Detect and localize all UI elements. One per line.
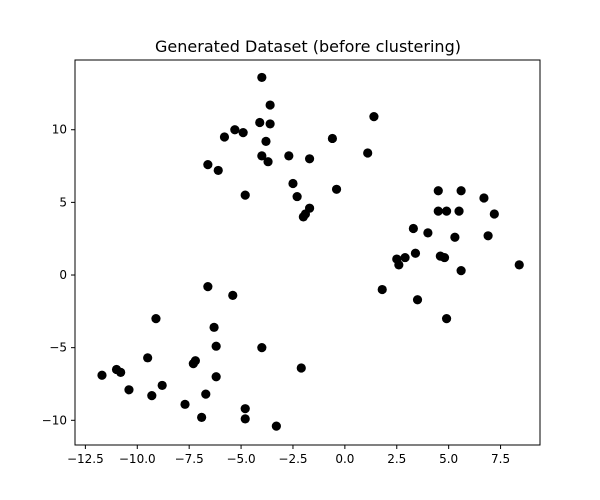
data-point [197,412,207,422]
data-point [240,404,250,414]
data-point [257,72,267,83]
data-point [180,399,190,409]
data-point [304,154,315,164]
data-point [408,223,418,234]
data-point [124,385,134,395]
x-tick-label: −12.5 [67,452,104,466]
y-tick-label: 0 [59,268,67,282]
data-point [257,343,267,353]
data-point [377,284,387,295]
data-point [441,314,452,324]
data-point [298,212,308,222]
data-point [456,266,466,276]
data-point [261,136,271,146]
data-point [331,184,342,194]
data-point [265,119,275,129]
x-tick-label: −10.0 [119,452,156,466]
data-point [412,295,423,305]
x-tick-label: −2.5 [278,452,307,466]
y-tick-label: 10 [52,123,67,137]
data-point [439,252,450,263]
data-point [157,380,167,391]
data-point [263,157,273,167]
points-layer [97,72,524,431]
data-point [292,191,302,202]
data-point [188,359,198,369]
data-point [211,341,221,351]
x-tick-label: −5.0 [227,452,256,466]
y-tick-label: 5 [59,195,67,209]
y-axis: −10 −5 0 5 10 [42,123,75,427]
data-point [327,133,338,144]
data-point [410,248,421,258]
data-point [271,421,281,431]
data-point [240,414,250,424]
data-point [147,391,157,401]
data-point [489,209,499,219]
data-point [483,231,493,241]
chart-title: Generated Dataset (before clustering) [155,37,461,56]
data-point [228,290,238,300]
data-point [209,322,219,332]
data-point [143,353,153,363]
data-point [296,363,306,373]
x-tick-label: 7.5 [491,452,510,466]
data-point [441,206,452,216]
x-axis: −12.5 −10.0 −7.5 −5.0 −2.5 0.0 2.5 5.0 7.5 [67,445,510,466]
data-point [369,112,379,122]
y-tick-label: −5 [49,341,67,355]
data-point [219,132,230,142]
data-point [433,206,443,216]
data-point [255,117,265,128]
data-point [423,228,433,238]
data-point [265,100,275,110]
data-point [456,186,466,196]
data-point [201,389,211,399]
x-tick-label: 2.5 [387,452,406,466]
data-point [203,160,213,170]
x-tick-label: 0.0 [335,452,354,466]
data-point [257,151,267,161]
data-point [203,282,213,292]
data-point [454,206,464,216]
plot-frame [74,59,541,446]
x-tick-label: −7.5 [175,452,204,466]
data-point [97,370,107,380]
data-point [230,125,240,135]
data-point [363,148,373,158]
data-point [400,252,410,263]
data-point [288,178,298,189]
data-point [238,128,248,138]
data-point [433,186,443,196]
data-point [211,372,221,382]
data-point [240,190,250,200]
data-point [450,232,460,242]
data-point [284,151,294,161]
data-point [151,314,161,324]
data-point [514,260,524,270]
data-point [213,165,223,176]
data-point [394,260,404,270]
y-tick-label: −10 [42,413,67,427]
data-point [479,193,489,203]
data-point [116,367,126,377]
x-tick-label: 5.0 [439,452,458,466]
